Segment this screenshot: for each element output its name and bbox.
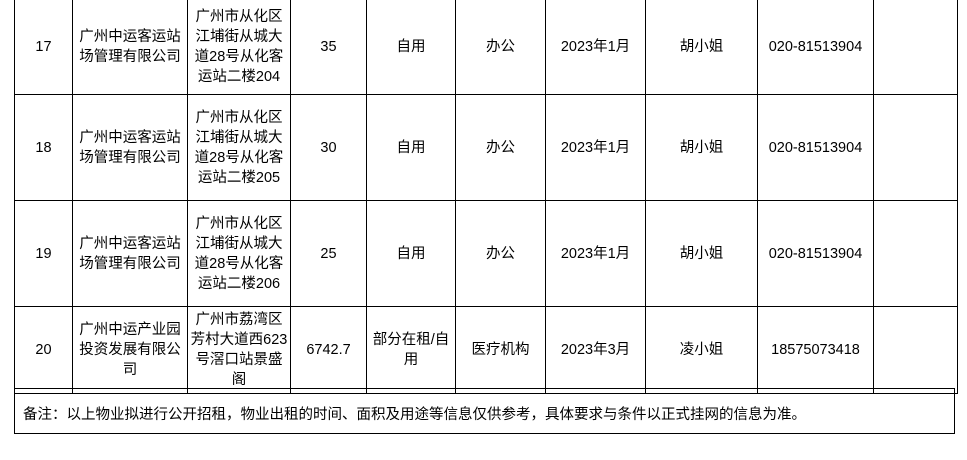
row-company: 广州中运客运站场管理有限公司 bbox=[72, 200, 188, 307]
row-remark bbox=[873, 0, 958, 95]
row-contact: 胡小姐 bbox=[645, 94, 758, 201]
row-contact: 凌小姐 bbox=[645, 306, 758, 394]
row-area: 35 bbox=[290, 0, 367, 95]
row-rent-status: 自用 bbox=[366, 0, 456, 95]
row-usage: 办公 bbox=[455, 0, 546, 95]
row-index: 20 bbox=[14, 306, 73, 394]
row-usage: 医疗机构 bbox=[455, 306, 546, 394]
row-index: 18 bbox=[14, 94, 73, 201]
row-company: 广州中运产业园投资发展有限公司 bbox=[72, 306, 188, 394]
row-area: 30 bbox=[290, 94, 367, 201]
property-listing-table: 17 广州中运客运站场管理有限公司 广州市从化区江埔街从城大道28号从化客运站二… bbox=[14, 0, 958, 394]
row-index: 19 bbox=[14, 200, 73, 307]
row-index: 17 bbox=[14, 0, 73, 95]
row-available-time: 2023年1月 bbox=[545, 0, 646, 95]
row-remark bbox=[873, 200, 958, 307]
row-rent-status: 部分在租/自用 bbox=[366, 306, 456, 394]
row-company: 广州中运客运站场管理有限公司 bbox=[72, 94, 188, 201]
row-rent-status: 自用 bbox=[366, 200, 456, 307]
row-remark bbox=[873, 306, 958, 394]
footer-note-text: 备注：以上物业拟进行公开招租，物业出租的时间、面积及用途等信息仅供参考，具体要求… bbox=[23, 407, 806, 423]
row-phone: 020-81513904 bbox=[757, 200, 874, 307]
row-address: 广州市从化区江埔街从城大道28号从化客运站二楼206 bbox=[187, 200, 291, 307]
row-company: 广州中运客运站场管理有限公司 bbox=[72, 0, 188, 95]
row-available-time: 2023年3月 bbox=[545, 306, 646, 394]
row-available-time: 2023年1月 bbox=[545, 94, 646, 201]
row-phone: 020-81513904 bbox=[757, 0, 874, 95]
row-contact: 胡小姐 bbox=[645, 0, 758, 95]
table-row: 17 广州中运客运站场管理有限公司 广州市从化区江埔街从城大道28号从化客运站二… bbox=[14, 0, 958, 95]
row-address: 广州市从化区江埔街从城大道28号从化客运站二楼205 bbox=[187, 94, 291, 201]
row-usage: 办公 bbox=[455, 94, 546, 201]
row-remark bbox=[873, 94, 958, 201]
row-usage: 办公 bbox=[455, 200, 546, 307]
row-area: 6742.7 bbox=[290, 306, 367, 394]
row-area: 25 bbox=[290, 200, 367, 307]
row-address: 广州市荔湾区芳村大道西623号滘口站景盛阁 bbox=[187, 306, 291, 394]
footer-note-box: 备注：以上物业拟进行公开招租，物业出租的时间、面积及用途等信息仅供参考，具体要求… bbox=[14, 388, 955, 434]
row-available-time: 2023年1月 bbox=[545, 200, 646, 307]
row-contact: 胡小姐 bbox=[645, 200, 758, 307]
row-rent-status: 自用 bbox=[366, 94, 456, 201]
row-phone: 020-81513904 bbox=[757, 94, 874, 201]
table-row: 18 广州中运客运站场管理有限公司 广州市从化区江埔街从城大道28号从化客运站二… bbox=[14, 94, 958, 201]
table-row: 20 广州中运产业园投资发展有限公司 广州市荔湾区芳村大道西623号滘口站景盛阁… bbox=[14, 306, 958, 394]
row-phone: 18575073418 bbox=[757, 306, 874, 394]
table-row: 19 广州中运客运站场管理有限公司 广州市从化区江埔街从城大道28号从化客运站二… bbox=[14, 200, 958, 307]
row-address: 广州市从化区江埔街从城大道28号从化客运站二楼204 bbox=[187, 0, 291, 95]
